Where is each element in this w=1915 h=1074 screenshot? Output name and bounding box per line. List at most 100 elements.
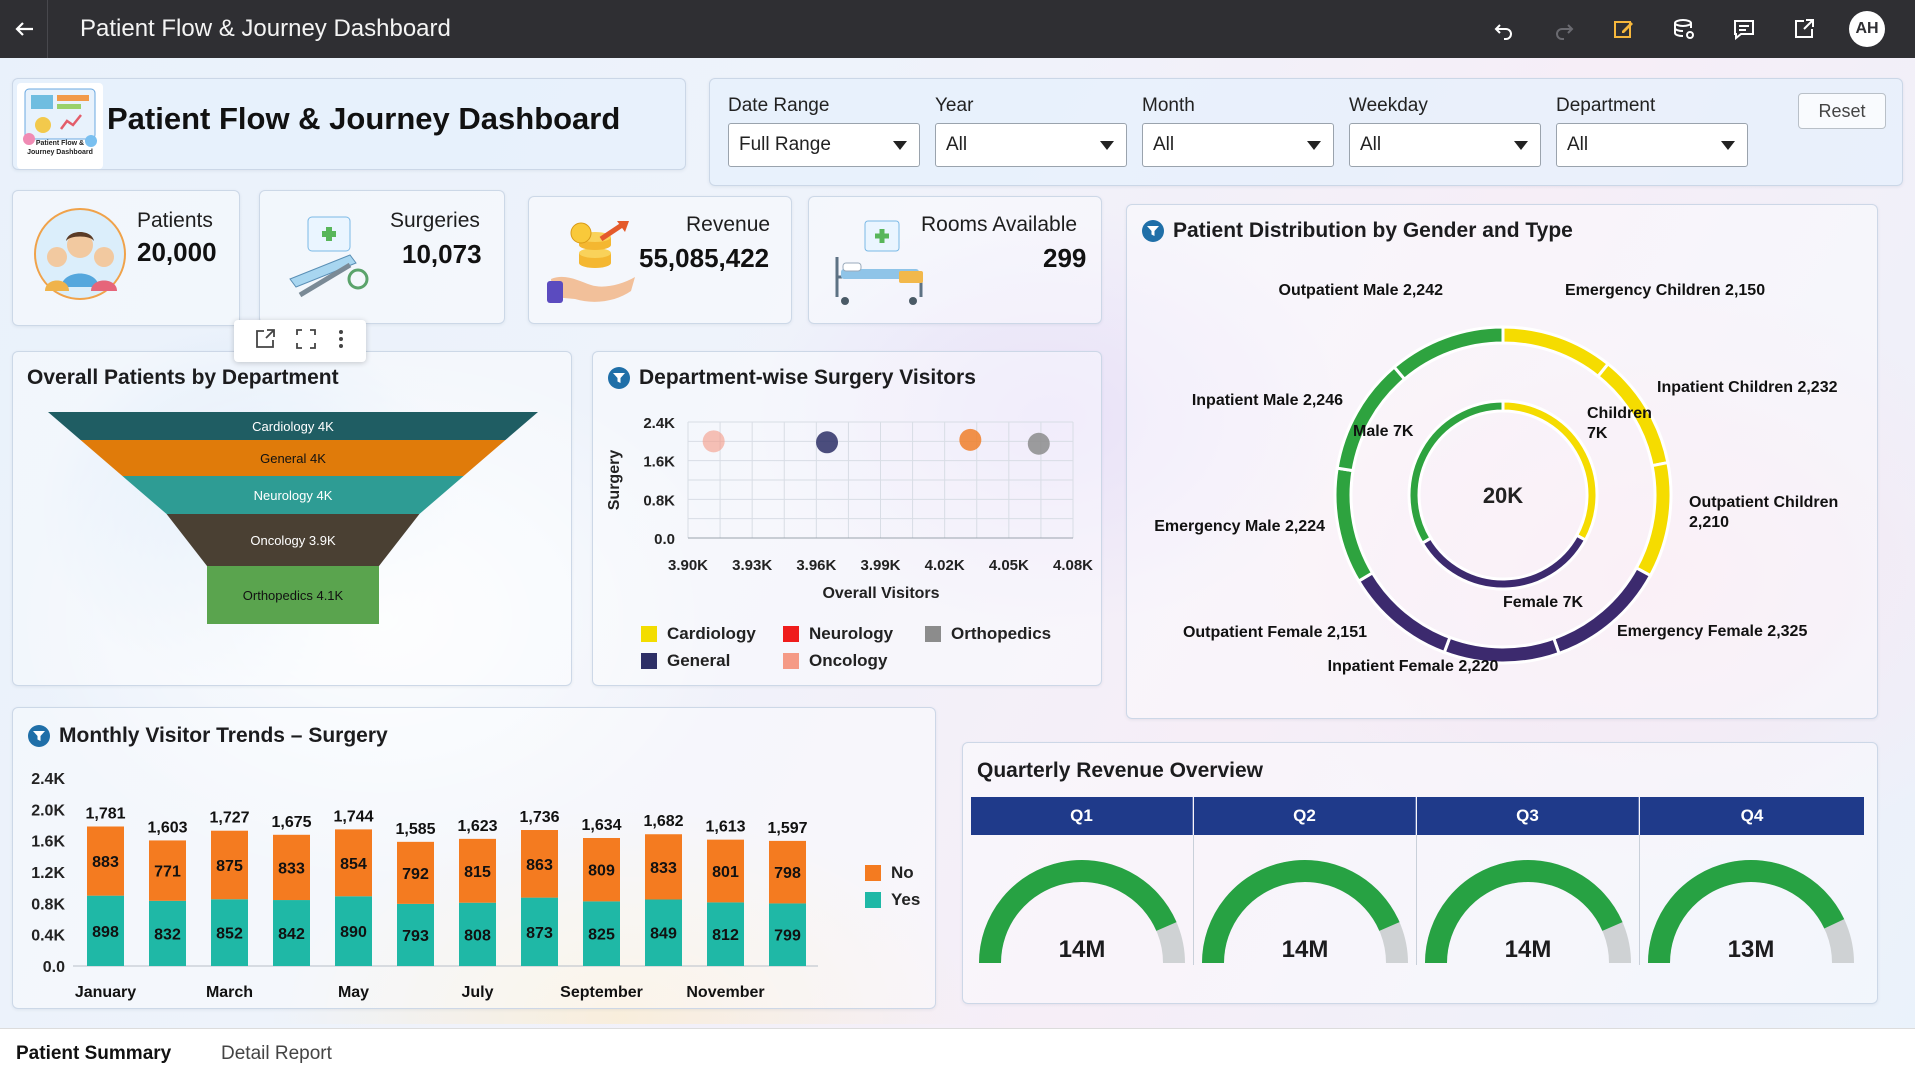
bar-total-label: 1,634 bbox=[581, 817, 621, 834]
legend-item[interactable]: Yes bbox=[865, 890, 920, 910]
page-tabs: Patient Summary Detail Report bbox=[0, 1028, 1915, 1074]
dashboard-header: Patient Flow & Journey Dashboard Patient… bbox=[12, 78, 686, 170]
comment-icon bbox=[1734, 20, 1754, 41]
kpi-label: Revenue bbox=[686, 213, 771, 236]
bar-segment-yes bbox=[87, 895, 124, 966]
bar-segment-no bbox=[459, 838, 496, 903]
filter-weekday: Weekday All bbox=[1349, 95, 1541, 167]
legend-item[interactable]: Oncology bbox=[783, 651, 887, 671]
legend-item[interactable]: General bbox=[641, 651, 730, 671]
month-select[interactable]: All bbox=[1142, 123, 1334, 167]
bar-segment-yes bbox=[273, 900, 310, 966]
legend-item[interactable]: No bbox=[865, 863, 914, 883]
legend-label: Neurology bbox=[809, 624, 894, 643]
y-tick-label: 1.6K bbox=[643, 454, 675, 471]
kpi-value: 10,073 bbox=[402, 239, 482, 269]
chevron-down-icon bbox=[1100, 141, 1114, 150]
dept-funnel-card: Overall Patients by Department Cardiolog… bbox=[12, 351, 572, 686]
quarter-header-q1: Q1 bbox=[971, 797, 1193, 835]
bar-segment-yes bbox=[459, 902, 496, 966]
edit-button[interactable] bbox=[1609, 14, 1639, 44]
gender-donut-card: Patient Distribution by Gender and Type … bbox=[1126, 204, 1878, 719]
bar-value-label: 873 bbox=[526, 925, 553, 942]
bar-value-label: 854 bbox=[340, 856, 367, 873]
legend-item[interactable]: Orthopedics bbox=[925, 624, 1051, 644]
weekday-select[interactable]: All bbox=[1349, 123, 1541, 167]
data-button[interactable] bbox=[1669, 14, 1699, 44]
y-tick-label: 0.8K bbox=[643, 492, 675, 509]
x-tick-label: March bbox=[206, 984, 253, 1001]
legend-swatch bbox=[641, 626, 657, 642]
legend-label: Orthopedics bbox=[951, 624, 1052, 643]
filter-icon[interactable] bbox=[27, 724, 51, 748]
filter-year: Year All bbox=[935, 95, 1127, 167]
bar-total-label: 1,736 bbox=[519, 809, 559, 826]
funnel-segment bbox=[80, 440, 506, 476]
dashboard-logo: Patient Flow & Journey Dashboard bbox=[17, 83, 103, 169]
kpi-revenue: Revenue 55,085,422 bbox=[528, 196, 792, 324]
gauge-value-label: 14M bbox=[1282, 936, 1329, 963]
filter-icon[interactable] bbox=[1141, 219, 1165, 243]
x-tick-label: 4.05K bbox=[989, 557, 1029, 574]
share-button[interactable] bbox=[1789, 14, 1819, 44]
date-range-select[interactable]: Full Range bbox=[728, 123, 920, 167]
outer-ring-segment bbox=[1335, 364, 1407, 473]
surgery-icon bbox=[289, 216, 369, 298]
bar-total-label: 1,682 bbox=[643, 813, 683, 830]
funnel-segment bbox=[122, 476, 464, 514]
monthly-trends-card: Monthly Visitor Trends – Surgery 0.0 0.4K… bbox=[12, 707, 936, 1009]
gauge-fill bbox=[979, 860, 1177, 964]
quarter-cell bbox=[1417, 835, 1640, 965]
edit-icon bbox=[1614, 21, 1633, 38]
y-tick-label: 2.4K bbox=[643, 415, 675, 432]
more-options-button[interactable] bbox=[336, 328, 346, 355]
department-select[interactable]: All bbox=[1556, 123, 1748, 167]
filter-department: Department All bbox=[1556, 95, 1748, 167]
scatter-chart: 3.90K 3.93K 3.96K 3.99K 4.02K 4.05K 4.08K 0.0 0.… bbox=[606, 415, 1093, 602]
year-select[interactable]: All bbox=[935, 123, 1127, 167]
legend-item[interactable]: Cardiology bbox=[641, 624, 756, 644]
bar-segment-yes bbox=[211, 899, 248, 966]
y-tick-label: 0.0 bbox=[654, 531, 675, 548]
funnel-label: Oncology 3.9K bbox=[250, 533, 336, 548]
chevron-down-icon bbox=[893, 141, 907, 150]
outer-ring-segment bbox=[1356, 570, 1452, 655]
bar-total-label: 1,585 bbox=[395, 821, 435, 838]
bar-segment-no bbox=[211, 830, 248, 900]
export-button[interactable] bbox=[254, 328, 276, 355]
x-tick-label: 4.08K bbox=[1053, 557, 1093, 574]
back-button[interactable] bbox=[0, 0, 48, 58]
inner-label: Male 7K bbox=[1353, 423, 1414, 440]
reset-button[interactable]: Reset bbox=[1798, 93, 1886, 129]
fullscreen-button[interactable] bbox=[295, 328, 317, 355]
bar-segment-no bbox=[707, 839, 744, 903]
bar-segment-no bbox=[273, 834, 310, 901]
y-tick-label: 1.2K bbox=[31, 865, 65, 882]
tab-detail-report[interactable]: Detail Report bbox=[221, 1043, 332, 1064]
filter-icon[interactable] bbox=[607, 366, 631, 390]
top-bar: Patient Flow & Journey Dashboard AH bbox=[0, 0, 1915, 58]
user-avatar[interactable]: AH bbox=[1849, 11, 1885, 47]
bar-value-label: 863 bbox=[526, 857, 553, 874]
funnel-segment bbox=[207, 566, 379, 624]
app-title: Patient Flow & Journey Dashboard bbox=[80, 15, 451, 42]
donut-center-label: 20K bbox=[1483, 483, 1523, 508]
filter-label: Month bbox=[1142, 95, 1195, 116]
comments-button[interactable] bbox=[1729, 14, 1759, 44]
gauge-value-label: 13M bbox=[1728, 936, 1775, 963]
bar-segment-yes bbox=[583, 901, 620, 966]
bar-value-label: 875 bbox=[216, 858, 243, 875]
outer-label: Outpatient Children bbox=[1689, 494, 1838, 511]
legend-item[interactable]: Neurology bbox=[783, 624, 893, 644]
undo-button[interactable] bbox=[1489, 14, 1519, 44]
x-tick-label: 3.96K bbox=[796, 557, 836, 574]
inner-ring-segment bbox=[1420, 533, 1588, 591]
bar-value-label: 883 bbox=[92, 854, 119, 871]
tab-patient-summary[interactable]: Patient Summary bbox=[16, 1043, 172, 1064]
bar-segment-no bbox=[769, 840, 806, 904]
inner-ring-segment bbox=[1407, 399, 1505, 546]
quarter-header-q3: Q3 bbox=[1417, 797, 1639, 835]
card-title: Overall Patients by Department bbox=[27, 366, 339, 390]
chevron-down-icon bbox=[1721, 141, 1735, 150]
redo-button[interactable] bbox=[1549, 14, 1579, 44]
